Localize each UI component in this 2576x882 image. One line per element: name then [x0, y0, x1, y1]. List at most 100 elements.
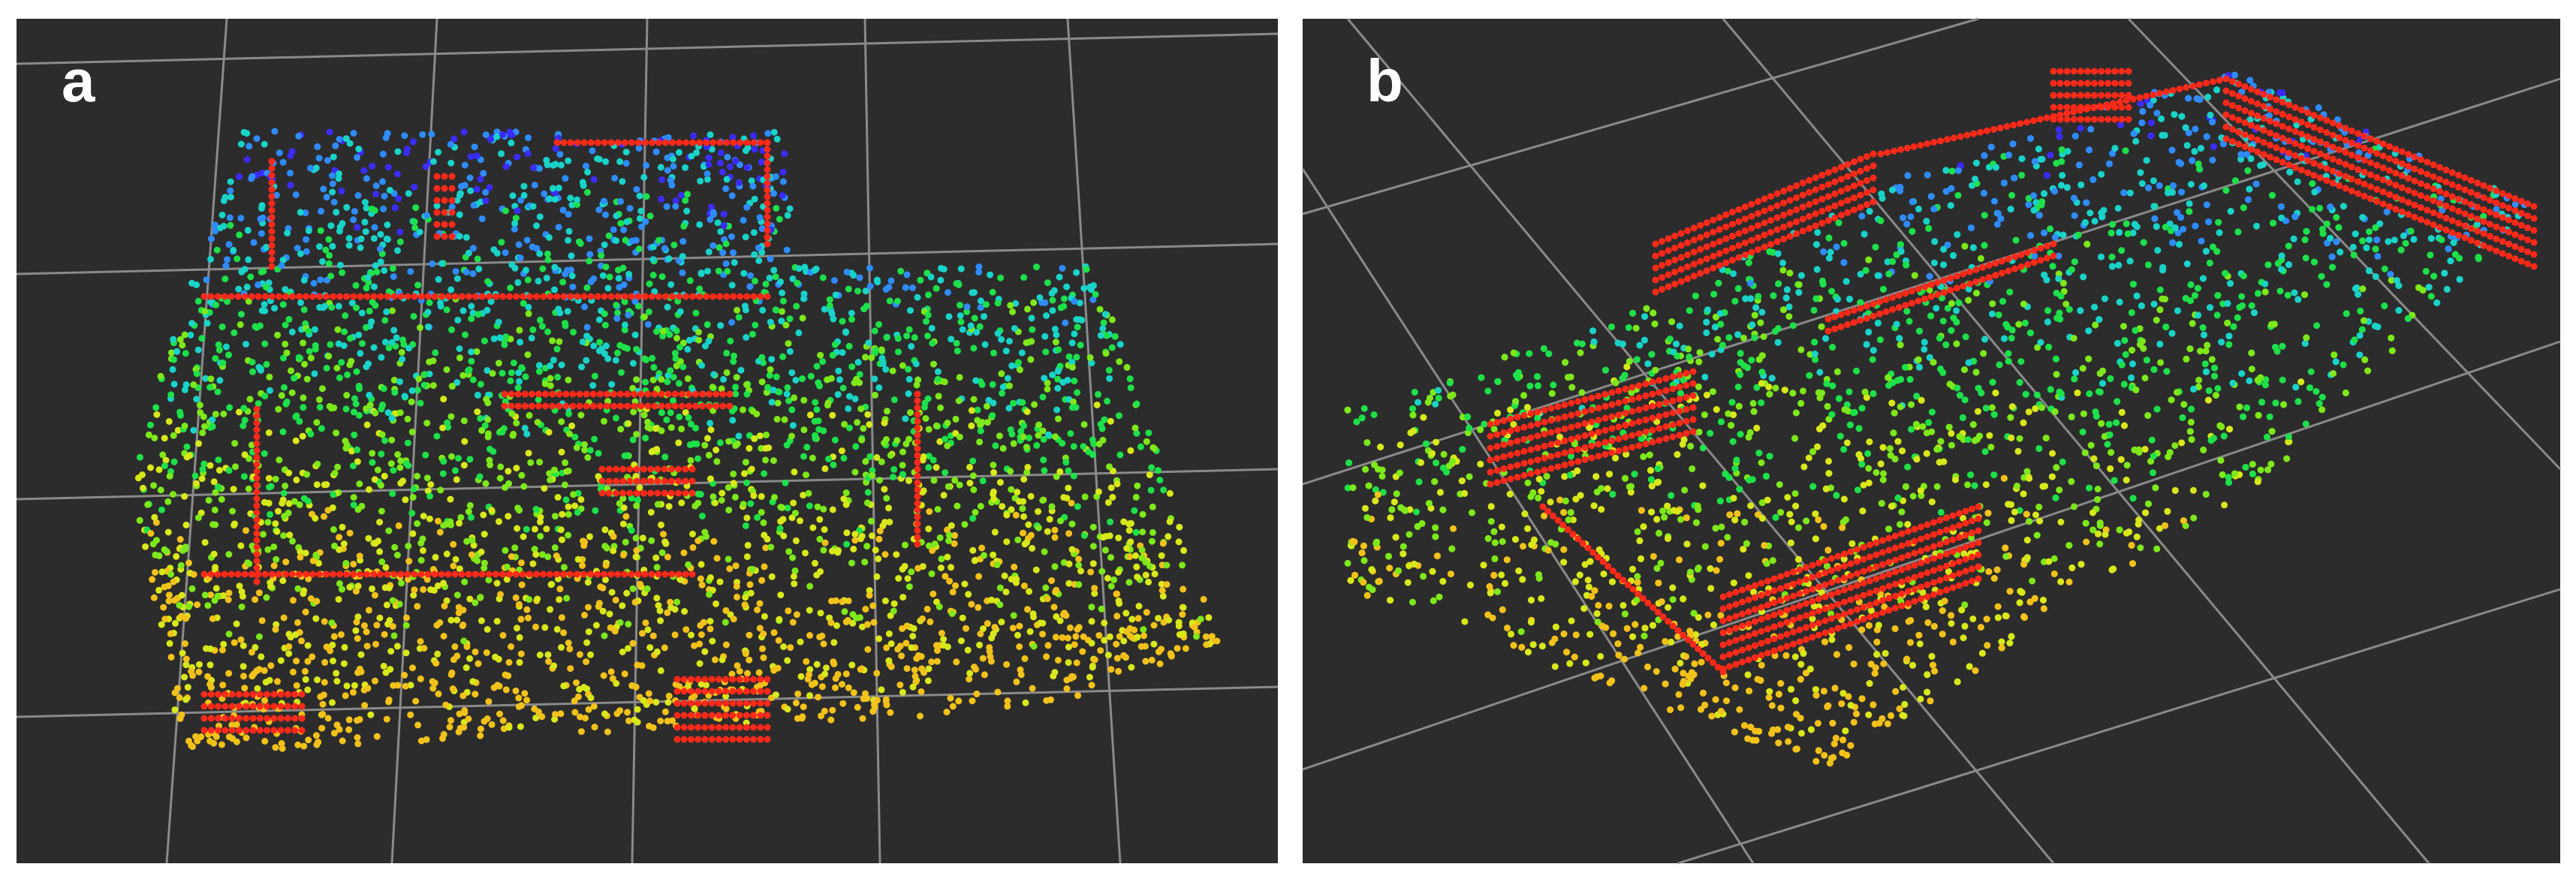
point [1065, 484, 1072, 492]
point [298, 691, 306, 698]
point [716, 439, 724, 447]
point [701, 724, 709, 731]
panel-label: a [62, 47, 95, 114]
point [487, 136, 494, 143]
point [167, 630, 174, 637]
point [889, 367, 896, 375]
point [857, 666, 864, 673]
point [405, 345, 413, 352]
point [827, 619, 835, 627]
point [532, 623, 539, 631]
point [526, 596, 533, 604]
point [806, 582, 814, 590]
point [405, 190, 412, 197]
point [215, 467, 223, 474]
point [1180, 604, 1187, 611]
point [617, 390, 624, 398]
point [966, 676, 973, 683]
point [697, 575, 704, 582]
point [1113, 640, 1120, 648]
point [466, 174, 474, 182]
point [863, 543, 871, 550]
point [200, 570, 208, 578]
point [253, 468, 261, 475]
point [981, 552, 987, 559]
point [378, 431, 386, 438]
point [1101, 637, 1108, 644]
point [730, 293, 737, 300]
point [1023, 408, 1031, 415]
point [327, 222, 335, 230]
point [708, 712, 716, 719]
point [1135, 603, 1143, 610]
point [806, 671, 813, 679]
point [423, 474, 431, 482]
point [207, 235, 215, 242]
point [1091, 656, 1098, 664]
point [285, 643, 293, 650]
point [256, 715, 264, 722]
point [764, 159, 771, 167]
point [584, 168, 592, 176]
point [236, 231, 243, 239]
point [647, 477, 655, 485]
point [599, 272, 607, 279]
point [297, 250, 304, 257]
point [937, 276, 945, 284]
point [743, 712, 750, 719]
point [680, 700, 688, 707]
point [300, 742, 308, 750]
point [170, 381, 178, 388]
point [621, 670, 628, 678]
point [560, 139, 568, 146]
point [640, 477, 647, 485]
point [664, 609, 671, 616]
point [256, 633, 263, 640]
point [586, 257, 593, 265]
point [502, 249, 509, 257]
point [658, 409, 665, 417]
point [388, 436, 396, 444]
point [547, 581, 555, 589]
point [1127, 447, 1134, 454]
point [1042, 348, 1050, 356]
point [1051, 563, 1059, 570]
point [432, 660, 440, 667]
point [1024, 464, 1032, 471]
point [806, 411, 814, 419]
point [214, 388, 221, 396]
point [532, 714, 540, 721]
point [985, 396, 993, 404]
point [508, 402, 515, 410]
point [1060, 295, 1068, 303]
point [239, 592, 246, 600]
point [525, 134, 532, 142]
point [728, 192, 736, 200]
point [535, 390, 542, 398]
point [688, 688, 694, 695]
point [201, 308, 209, 315]
point [679, 363, 687, 371]
point [240, 473, 248, 480]
point [905, 375, 913, 383]
point [329, 641, 336, 649]
point [636, 192, 643, 200]
point [649, 256, 657, 263]
point [676, 139, 683, 146]
point [447, 671, 455, 679]
point [628, 495, 635, 502]
point [914, 507, 921, 513]
point [551, 286, 558, 293]
point [1063, 283, 1071, 290]
point [683, 207, 691, 215]
point [289, 668, 297, 676]
point [872, 546, 879, 554]
point [398, 579, 405, 587]
point [241, 570, 249, 578]
point [379, 401, 386, 408]
point [984, 620, 991, 628]
point [737, 293, 744, 300]
point [321, 303, 329, 310]
point [188, 585, 196, 592]
point [248, 649, 255, 656]
